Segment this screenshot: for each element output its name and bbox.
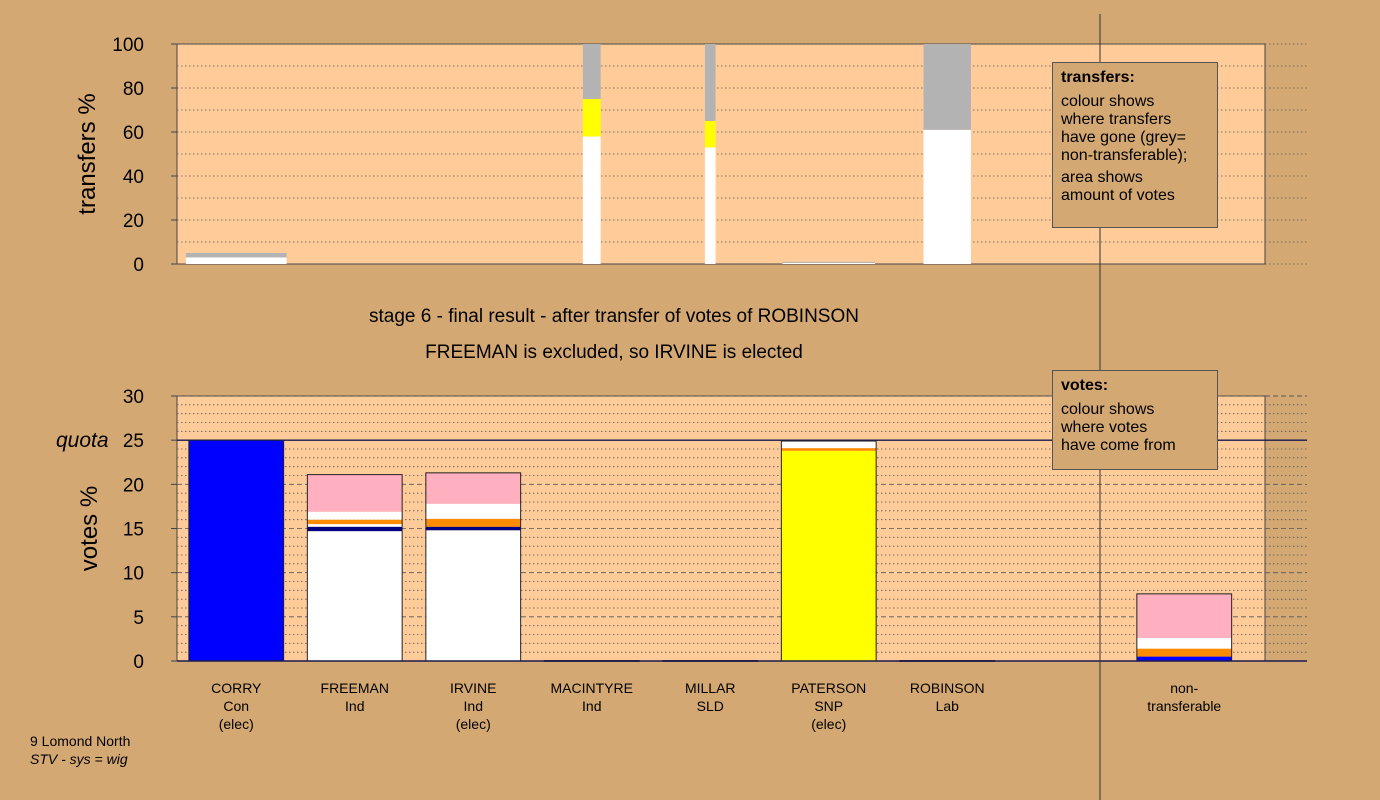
transfers-y-axis-label: transfers % bbox=[74, 93, 101, 214]
votes-bar-segment bbox=[307, 524, 403, 527]
x-category-label: IRVINE bbox=[450, 680, 496, 696]
votes-bar-segment bbox=[1136, 593, 1232, 639]
transfers-bar-segment bbox=[704, 44, 716, 121]
votes-y-tick-label: 15 bbox=[123, 520, 144, 541]
votes-y-tick-label: 20 bbox=[123, 475, 144, 496]
votes-bar-segment bbox=[781, 441, 877, 449]
transfers-y-tick-label: 100 bbox=[112, 35, 144, 56]
votes-legend: votes: colour shows where votes have com… bbox=[1052, 370, 1218, 470]
footnote-constituency: 9 Lomond North bbox=[30, 733, 131, 749]
votes-bar-segment bbox=[425, 526, 521, 531]
votes-bar-segment bbox=[1136, 656, 1232, 661]
chart-title-line-2: FREEMAN is excluded, so IRVINE is electe… bbox=[425, 342, 803, 363]
votes-y-tick-label: 30 bbox=[123, 387, 144, 408]
votes-y-tick-label: 25 bbox=[123, 431, 144, 452]
votes-bar-segment bbox=[307, 474, 403, 512]
transfers-bar-segment bbox=[704, 121, 716, 148]
votes-bar-segment bbox=[307, 511, 403, 520]
transfers-y-tick-label: 60 bbox=[123, 123, 144, 144]
x-category-label: Con bbox=[223, 698, 249, 714]
votes-bar-segment bbox=[188, 440, 284, 661]
x-category-label: Ind bbox=[582, 698, 601, 714]
votes-y-tick-label: 10 bbox=[123, 564, 144, 585]
transfers-y-tick-label: 20 bbox=[123, 211, 144, 232]
votes-bar-segment bbox=[425, 503, 521, 519]
votes-y-tick-label: 5 bbox=[133, 608, 144, 629]
votes-legend-title: votes: bbox=[1061, 377, 1109, 394]
votes-bar-segment bbox=[307, 519, 403, 525]
x-category-label: CORRY bbox=[211, 680, 262, 696]
votes-bar-segment bbox=[307, 531, 403, 661]
transfers-y-tick-label: 40 bbox=[123, 167, 144, 188]
x-category-label: ROBINSON bbox=[910, 680, 985, 696]
transfers-bar-segment bbox=[582, 99, 601, 137]
votes-y-tick-label: 0 bbox=[133, 652, 144, 673]
transfers-bar-segment bbox=[582, 44, 601, 99]
votes-bar-segment bbox=[425, 530, 521, 661]
transfers-y-tick-label: 80 bbox=[123, 79, 144, 100]
x-category-label: Ind bbox=[464, 698, 483, 714]
x-category-label: (elec) bbox=[219, 716, 254, 732]
votes-bar-segment bbox=[781, 448, 877, 451]
x-category-label: MACINTYRE bbox=[551, 680, 633, 696]
transfers-bar-segment bbox=[782, 262, 875, 264]
votes-bar-segment bbox=[1136, 638, 1232, 649]
transfers-bar-segment bbox=[704, 147, 716, 264]
transfers-y-tick-label: 0 bbox=[133, 255, 144, 276]
votes-bar-segment bbox=[781, 450, 877, 661]
transfers-bar-segment bbox=[185, 253, 287, 258]
transfers-bar-segment bbox=[185, 257, 287, 264]
x-category-label: (elec) bbox=[811, 716, 846, 732]
x-category-label: PATERSON bbox=[791, 680, 866, 696]
transfers-bar-segment bbox=[923, 44, 971, 130]
x-category-label: transferable bbox=[1147, 698, 1221, 714]
transfers-legend-text-1: colour shows where transfers have gone (… bbox=[1061, 93, 1188, 164]
x-category-label: non- bbox=[1170, 680, 1198, 696]
x-category-label: Lab bbox=[936, 698, 960, 714]
votes-bar-segment bbox=[425, 472, 521, 504]
quota-label: quota bbox=[56, 429, 109, 452]
votes-legend-text: colour shows where votes have come from bbox=[1061, 401, 1176, 454]
x-category-label: SNP bbox=[814, 698, 843, 714]
transfers-bar-segment bbox=[582, 136, 601, 264]
transfers-legend-text-2: area shows amount of votes bbox=[1061, 169, 1175, 204]
chart-title-line-1: stage 6 - final result - after transfer … bbox=[369, 306, 859, 327]
x-category-label: FREEMAN bbox=[321, 680, 389, 696]
x-category-label: Ind bbox=[345, 698, 364, 714]
transfers-legend: transfers: colour shows where transfers … bbox=[1052, 62, 1218, 228]
votes-bar-segment bbox=[425, 518, 521, 527]
transfers-legend-title: transfers: bbox=[1061, 69, 1135, 86]
votes-bar-segment bbox=[1136, 648, 1232, 657]
transfers-bar-segment bbox=[923, 129, 971, 264]
votes-bar-segment bbox=[307, 526, 403, 532]
votes-y-axis-label: votes % bbox=[76, 486, 103, 571]
transfers-bar-segment bbox=[782, 261, 875, 263]
x-category-label: SLD bbox=[697, 698, 724, 714]
x-category-label: (elec) bbox=[456, 716, 491, 732]
footnote-system: STV - sys = wig bbox=[30, 751, 128, 767]
x-category-label: MILLAR bbox=[685, 680, 736, 696]
